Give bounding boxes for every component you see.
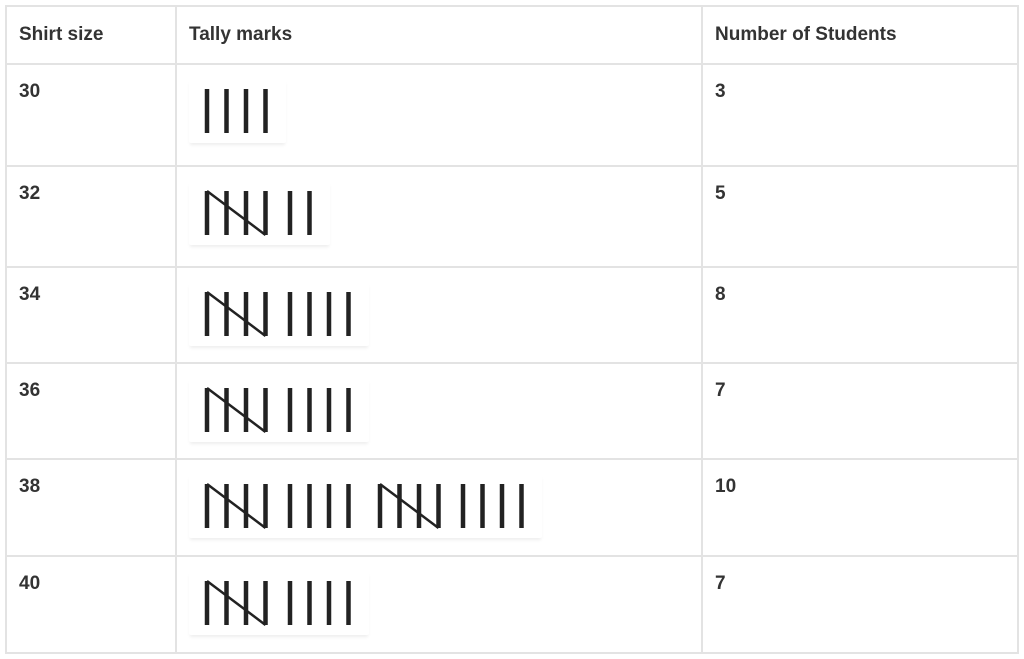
tally-cell bbox=[175, 555, 703, 654]
tally-marks-icon bbox=[204, 580, 351, 626]
tally-marks-icon bbox=[204, 190, 312, 236]
students-count-cell: 10 bbox=[701, 458, 1019, 557]
shirt-size-cell: 40 bbox=[5, 555, 177, 654]
tally-diagonal-stroke bbox=[379, 483, 440, 529]
tally-marks-image bbox=[189, 571, 369, 635]
shirt-size-cell: 38 bbox=[5, 458, 177, 557]
students-count-cell: 3 bbox=[701, 63, 1019, 167]
table-row: 30 3 bbox=[5, 63, 1019, 167]
tally-cell bbox=[175, 362, 703, 460]
tally-cell bbox=[175, 165, 703, 268]
students-count-cell: 7 bbox=[701, 555, 1019, 654]
shirt-size-cell: 34 bbox=[5, 266, 177, 364]
table-row: 34 8 bbox=[5, 266, 1019, 364]
tally-marks-image bbox=[189, 79, 286, 143]
tally-cell bbox=[175, 266, 703, 364]
shirt-size-table: Shirt size Tally marks Number of Student… bbox=[5, 5, 1019, 654]
students-count-cell: 7 bbox=[701, 362, 1019, 460]
table-row: 40 7 bbox=[5, 555, 1019, 654]
tally-marks-icon bbox=[204, 291, 351, 337]
header-row: Shirt size Tally marks Number of Student… bbox=[5, 5, 1019, 65]
tally-diagonal-stroke bbox=[206, 387, 267, 433]
students-count-cell: 5 bbox=[701, 165, 1019, 268]
tally-marks-icon bbox=[204, 483, 524, 529]
table-row: 38 10 bbox=[5, 458, 1019, 557]
tally-marks-image bbox=[189, 378, 369, 442]
students-count-cell: 8 bbox=[701, 266, 1019, 364]
tally-marks-image bbox=[189, 474, 542, 538]
header-shirt-size: Shirt size bbox=[5, 5, 177, 65]
tally-diagonal-stroke bbox=[206, 291, 267, 337]
table-row: 36 7 bbox=[5, 362, 1019, 460]
header-number-of-students: Number of Students bbox=[701, 5, 1019, 65]
table-row: 32 5 bbox=[5, 165, 1019, 268]
tally-marks-image bbox=[189, 181, 330, 245]
tally-diagonal-stroke bbox=[206, 190, 267, 236]
tally-cell bbox=[175, 63, 703, 167]
shirt-size-cell: 32 bbox=[5, 165, 177, 268]
tally-cell bbox=[175, 458, 703, 557]
shirt-size-cell: 36 bbox=[5, 362, 177, 460]
tally-marks-icon bbox=[204, 89, 268, 133]
tally-diagonal-stroke bbox=[206, 483, 267, 529]
tally-diagonal-stroke bbox=[206, 580, 267, 626]
tally-marks-icon bbox=[204, 387, 351, 433]
header-tally-marks: Tally marks bbox=[175, 5, 703, 65]
shirt-size-cell: 30 bbox=[5, 63, 177, 167]
tally-marks-image bbox=[189, 282, 369, 346]
